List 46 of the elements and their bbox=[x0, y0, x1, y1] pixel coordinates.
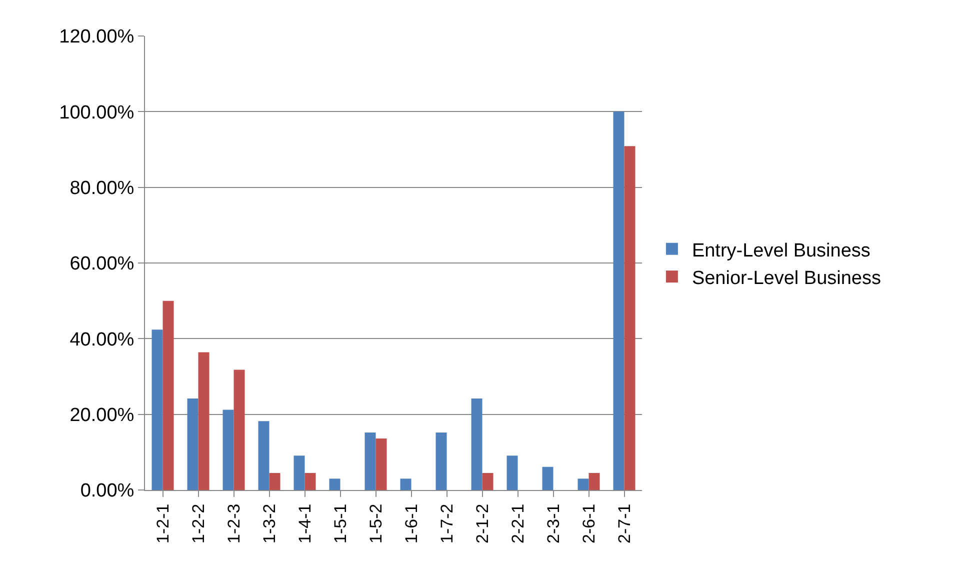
x-tick-label: 1-2-3 bbox=[224, 504, 244, 544]
bar bbox=[471, 398, 482, 490]
x-tick-label: 1-4-1 bbox=[295, 504, 314, 544]
y-tick-label: 100.00% bbox=[59, 102, 134, 124]
bar bbox=[222, 410, 234, 490]
x-tick-label: 1-7-2 bbox=[437, 504, 456, 544]
bar bbox=[269, 472, 280, 490]
bar bbox=[198, 352, 210, 490]
bar bbox=[234, 370, 245, 490]
bar bbox=[624, 146, 636, 490]
bar bbox=[588, 472, 600, 490]
bar bbox=[482, 472, 494, 490]
bar bbox=[304, 472, 316, 490]
y-tick-label: 20.00% bbox=[70, 404, 134, 426]
bar bbox=[400, 478, 412, 490]
bar bbox=[162, 300, 174, 490]
x-tick-label: 1-2-2 bbox=[188, 504, 208, 544]
x-tick-label: 2-7-1 bbox=[614, 504, 634, 544]
x-tick-label: 2-1-2 bbox=[472, 504, 492, 544]
x-tick-label: 2-3-1 bbox=[544, 504, 563, 544]
x-tick-label: 2-6-1 bbox=[579, 504, 598, 544]
y-tick-label: 40.00% bbox=[70, 329, 134, 350]
y-tick-label: 120.00% bbox=[59, 26, 134, 48]
x-tick-label: 1-2-1 bbox=[153, 504, 172, 544]
x-tick-label: 1-3-2 bbox=[260, 504, 279, 544]
bar bbox=[613, 112, 624, 490]
bar bbox=[506, 456, 518, 490]
y-tick-label: 0.00% bbox=[80, 480, 134, 502]
bar bbox=[376, 438, 387, 490]
x-tick-label: 1-5-2 bbox=[366, 504, 386, 544]
bar bbox=[258, 421, 270, 490]
x-tick-label: 1-5-1 bbox=[330, 504, 350, 544]
bar bbox=[364, 432, 376, 490]
y-tick-label: 60.00% bbox=[70, 254, 134, 275]
bar bbox=[294, 456, 305, 490]
bar bbox=[152, 330, 163, 490]
bar bbox=[578, 478, 589, 490]
legend-label: Entry-Level Business bbox=[692, 240, 870, 262]
x-tick-label: 2-2-1 bbox=[508, 504, 528, 544]
bar bbox=[187, 398, 198, 490]
bar bbox=[436, 432, 447, 490]
legend-label: Senior-Level Business bbox=[692, 268, 881, 289]
y-tick-label: 80.00% bbox=[70, 178, 134, 199]
bar bbox=[329, 478, 340, 490]
bar bbox=[542, 466, 554, 490]
x-tick-label: 1-6-1 bbox=[402, 504, 421, 544]
